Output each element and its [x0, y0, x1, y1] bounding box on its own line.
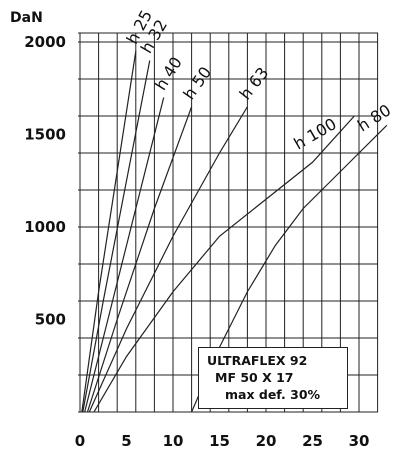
- series-line: [84, 97, 165, 412]
- series-line: [86, 106, 193, 412]
- y-tick-label: 1000: [24, 218, 66, 236]
- x-tick-label: 25: [302, 432, 323, 450]
- series-label: h 80: [354, 100, 394, 135]
- y-tick-label: 2000: [24, 33, 66, 51]
- series-line: [88, 106, 248, 412]
- series-line: [191, 124, 388, 412]
- y-axis-unit: DaN: [10, 10, 43, 26]
- series-label: h 40: [151, 53, 186, 93]
- x-tick-label: 30: [349, 432, 370, 450]
- series-label: h 63: [236, 63, 273, 103]
- series-line: [81, 51, 137, 412]
- x-tick-label: 5: [121, 432, 131, 450]
- legend-line-3: max def. 30%: [225, 387, 321, 402]
- legend-line-1: ULTRAFLEX 92: [207, 353, 308, 368]
- legend-box: ULTRAFLEX 92 MF 50 X 17 max def. 30%: [198, 347, 348, 409]
- series-line: [93, 115, 355, 412]
- y-tick-label: 1500: [24, 126, 66, 144]
- x-tick-label: 15: [209, 432, 230, 450]
- legend-line-2: MF 50 X 17: [215, 370, 294, 385]
- x-tick-label: 20: [256, 432, 277, 450]
- y-axis-ticks: 500 1000 1500 2000: [24, 33, 66, 329]
- series-line: [82, 60, 151, 412]
- x-tick-label: 0: [75, 432, 85, 450]
- x-axis-ticks: 0 5 10 15 20 25 30: [75, 432, 370, 450]
- x-tick-label: 10: [163, 432, 184, 450]
- series-label: h 100: [291, 114, 340, 153]
- y-tick-label: 500: [35, 311, 66, 329]
